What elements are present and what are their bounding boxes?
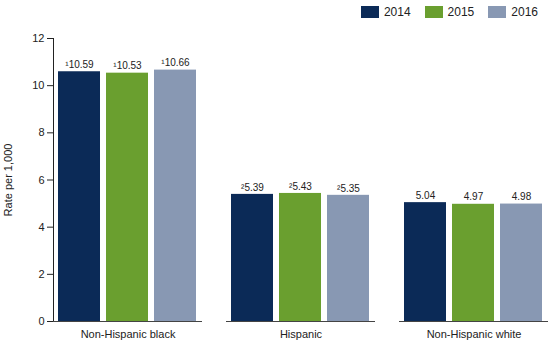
svg-text:Hispanic: Hispanic (280, 328, 323, 340)
svg-text:²5.39: ²5.39 (241, 182, 264, 193)
svg-text:6: 6 (38, 174, 44, 186)
svg-text:0: 0 (38, 315, 44, 327)
html-text:2015: 2015 (447, 5, 475, 19)
svg-text:4: 4 (38, 221, 44, 233)
svg-text:²5.43: ²5.43 (289, 181, 312, 192)
svg-text:Non-Hispanic black: Non-Hispanic black (81, 328, 176, 340)
svg-text:2: 2 (38, 268, 44, 280)
svg-text:10: 10 (32, 79, 44, 91)
svg-text:¹10.53: ¹10.53 (113, 60, 142, 71)
html-text:2016: 2016 (511, 5, 538, 19)
svg-text:Rate per 1,000: Rate per 1,000 (2, 144, 14, 217)
html-text:2014: 2014 (383, 5, 411, 19)
svg-text:5.04: 5.04 (416, 190, 436, 201)
svg-text:12: 12 (32, 32, 44, 44)
svg-text:Non-Hispanic white: Non-Hispanic white (427, 328, 522, 340)
svg-text:¹10.59: ¹10.59 (65, 59, 94, 70)
svg-text:²5.35: ²5.35 (337, 183, 360, 194)
svg-text:4.97: 4.97 (464, 191, 484, 202)
svg-text:¹10.66: ¹10.66 (161, 57, 190, 68)
svg-text:4.98: 4.98 (512, 191, 532, 202)
svg-text:8: 8 (38, 126, 44, 138)
